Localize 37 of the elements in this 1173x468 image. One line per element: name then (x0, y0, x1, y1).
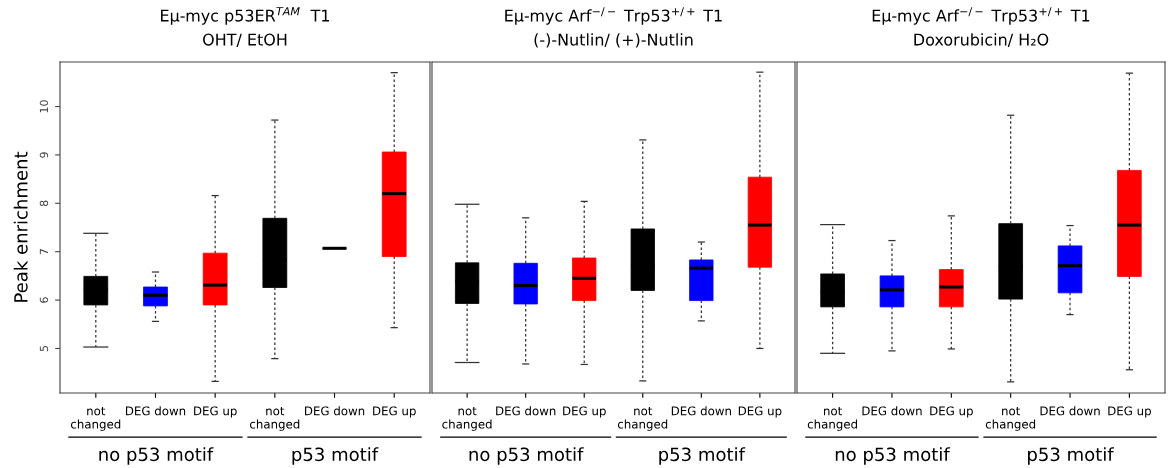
x-tick-label: DEG up (1108, 406, 1151, 418)
x-tick-label: DEG down (125, 406, 186, 416)
chart-subtitle: OHT/ EtOH (203, 33, 287, 47)
text: no p53 motif (99, 447, 214, 465)
text: p53 motif (1028, 447, 1115, 465)
x-tick-label: not changed (442, 406, 492, 431)
x-tick-label: not changed (985, 406, 1036, 431)
x-tick-label: DEG up (930, 406, 973, 418)
x-tick-label: DEG up (738, 406, 782, 418)
x-tick-label: DEG up (194, 406, 237, 418)
x-tick-label: not changed (617, 406, 668, 431)
y-axis-title: Peak enrichment (13, 151, 28, 302)
x-tick-label: not changed (250, 406, 300, 431)
y-tick-label: 5 (39, 345, 49, 352)
y-tick-label: 6 (39, 297, 49, 303)
x-tick-label: DEG up (563, 406, 606, 418)
x-tick-label: DEG down (305, 406, 365, 416)
x-tick-label: DEG down (1040, 406, 1100, 416)
text: p53 motif (659, 447, 746, 465)
text: p53 motif (292, 447, 379, 465)
x-tick-label: not changed (70, 406, 121, 431)
x-tick-label: DEG up (373, 406, 416, 418)
chart-title: Eμ-myc Arf$^{−/−}$ Trp53$^{+/+}$ T1 (505, 7, 722, 25)
x-tick-label: DEG down (671, 406, 731, 416)
x-tick-label: not changed (807, 406, 858, 431)
y-tick-label: 9 (39, 152, 49, 158)
y-tick-label: 7 (39, 249, 48, 255)
x-tick-label: DEG down (496, 406, 556, 416)
y-tick-label: 8 (39, 200, 49, 207)
chart-title: Eμ-myc Arf$^{−/−}$ Trp53$^{+/+}$ T1 (872, 7, 1090, 25)
chart-subtitle: (-)-Nutlin/ (+)-Nutlin (534, 33, 693, 48)
y-tick-label: 10 (39, 100, 49, 113)
text: no p53 motif (469, 447, 584, 465)
chart-subtitle: Doxorubicin/ H₂O (914, 33, 1049, 47)
text: no p53 motif (835, 447, 951, 465)
chart-title: Eμ-myc p53ER$^{TAM}$ T1 (161, 7, 330, 25)
x-tick-label: DEG down (862, 406, 922, 416)
